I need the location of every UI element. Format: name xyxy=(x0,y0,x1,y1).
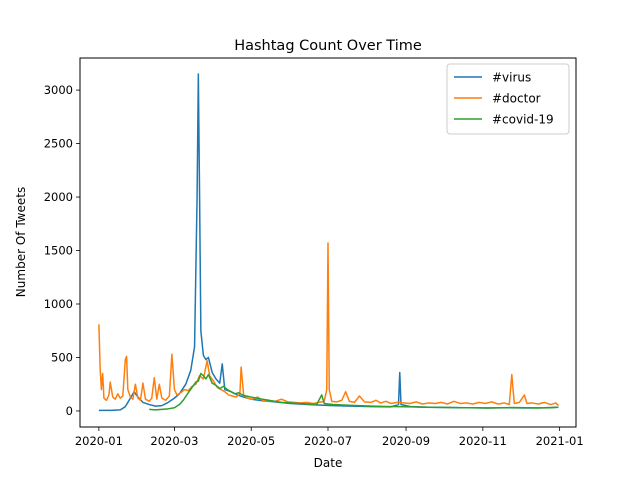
series-line-2 xyxy=(149,372,559,411)
legend-box xyxy=(446,63,570,135)
x-tick-label: 2020-09 xyxy=(382,434,430,448)
series-line-1 xyxy=(98,242,559,407)
chart-title: Hashtag Count Over Time xyxy=(234,38,422,54)
legend-label-1: #doctor xyxy=(492,92,541,106)
y-tick-label: 3000 xyxy=(44,83,73,97)
y-axis-label: Number Of Tweets xyxy=(14,187,28,297)
x-axis: 2020-01 2020-03 2020-05 2020-07 2020-09 2020-… xyxy=(75,427,584,448)
series-layer xyxy=(98,73,559,412)
x-tick-label: 2021-01 xyxy=(536,434,584,448)
x-tick-label: 2020-07 xyxy=(304,434,352,448)
y-tick-label: 0 xyxy=(66,404,73,418)
x-tick-label: 2020-01 xyxy=(75,434,123,448)
y-axis: 0 500 1000 1500 2000 2500 3000 xyxy=(44,83,80,418)
legend-label-0: #virus xyxy=(492,71,531,85)
y-tick-label: 2000 xyxy=(44,190,73,204)
y-tick-label: 2500 xyxy=(44,137,73,151)
y-tick-label: 500 xyxy=(51,350,73,364)
x-tick-label: 2020-11 xyxy=(459,434,507,448)
series-line-0 xyxy=(98,73,559,412)
x-axis-label: Date xyxy=(314,456,343,470)
y-tick-label: 1000 xyxy=(44,297,73,311)
x-tick-label: 2020-03 xyxy=(150,434,198,448)
legend-label-2: #covid-19 xyxy=(492,113,554,127)
legend: #virus #doctor #covid-19 xyxy=(446,63,570,135)
y-tick-label: 1500 xyxy=(44,244,73,258)
x-tick-label: 2020-05 xyxy=(227,434,275,448)
